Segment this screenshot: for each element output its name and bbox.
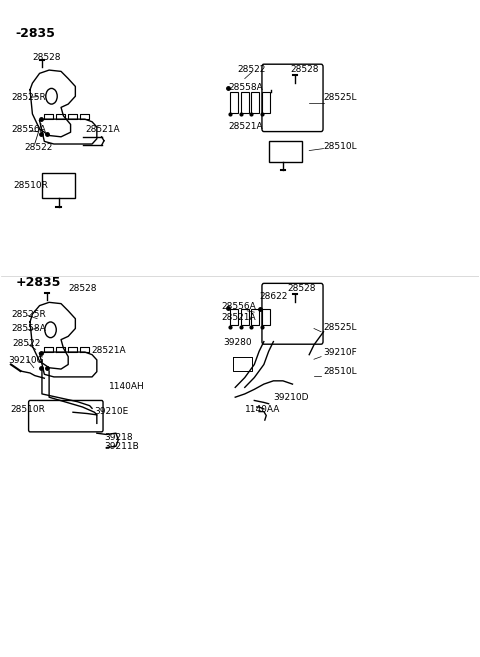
Text: 39211B: 39211B <box>104 442 139 451</box>
Text: 28521A: 28521A <box>221 313 255 322</box>
Bar <box>230 92 238 112</box>
Text: 39210D: 39210D <box>274 394 309 403</box>
Bar <box>252 92 259 112</box>
Text: 28510R: 28510R <box>10 405 45 414</box>
Text: 39280: 39280 <box>223 338 252 347</box>
Bar <box>252 309 259 325</box>
Text: 28556A: 28556A <box>221 302 256 311</box>
Text: 1140AA: 1140AA <box>245 405 280 414</box>
Text: 39210F: 39210F <box>324 348 357 357</box>
Bar <box>241 92 249 112</box>
Text: 28525R: 28525R <box>11 310 46 319</box>
Bar <box>269 141 302 162</box>
Text: 28525L: 28525L <box>324 323 357 332</box>
Text: 28528: 28528 <box>33 53 61 62</box>
Text: 28528: 28528 <box>288 284 316 293</box>
Text: 28522: 28522 <box>13 338 41 348</box>
Text: +2835: +2835 <box>16 276 61 289</box>
Text: 28525R: 28525R <box>11 93 46 102</box>
Text: 28528: 28528 <box>68 284 96 292</box>
Text: 28558A: 28558A <box>228 83 263 92</box>
Bar <box>262 309 270 325</box>
Text: 28510L: 28510L <box>324 367 357 376</box>
Text: 39210G: 39210G <box>9 355 44 365</box>
Text: 28521A: 28521A <box>91 346 126 355</box>
Text: 28528: 28528 <box>290 65 319 74</box>
Bar <box>230 309 238 325</box>
Bar <box>241 309 249 325</box>
Text: 28556A: 28556A <box>11 125 46 134</box>
Text: 28558A: 28558A <box>11 324 46 333</box>
Text: 28521A: 28521A <box>228 122 263 131</box>
Text: 28510L: 28510L <box>324 142 357 150</box>
Text: 39210E: 39210E <box>95 407 129 415</box>
Text: 28522: 28522 <box>24 143 53 152</box>
Text: 28622: 28622 <box>259 292 288 301</box>
Text: 28510R: 28510R <box>13 181 48 190</box>
Text: 39218: 39218 <box>104 433 132 442</box>
Bar <box>262 92 270 112</box>
Bar <box>42 173 75 198</box>
Text: 1140AH: 1140AH <box>109 382 144 392</box>
Text: 28522: 28522 <box>238 65 266 74</box>
Text: 28521A: 28521A <box>85 125 120 134</box>
Text: -2835: -2835 <box>16 28 56 40</box>
Text: 28525L: 28525L <box>324 93 357 102</box>
